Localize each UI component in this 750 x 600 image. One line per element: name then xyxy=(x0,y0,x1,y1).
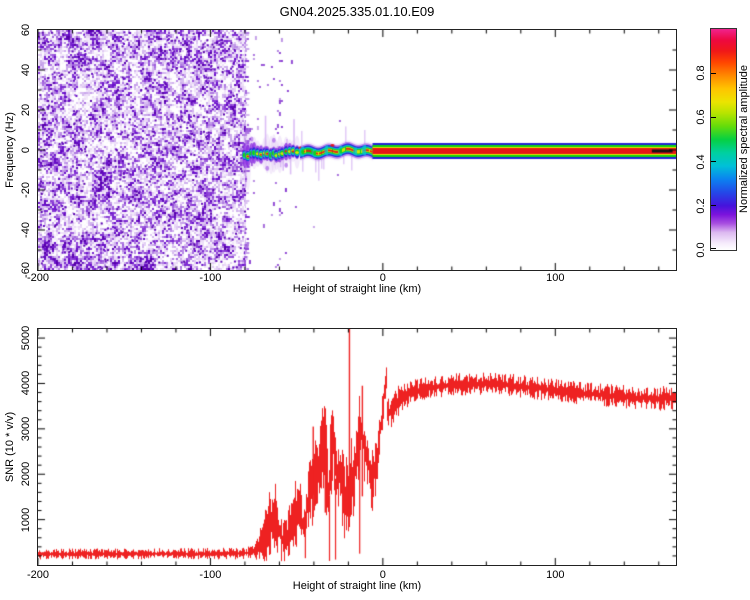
bottom-y-tick-label: 1000 xyxy=(20,507,32,532)
colorbar-tick-label: 0.6 xyxy=(695,109,707,126)
bottom-x-tick-label: -200 xyxy=(26,569,50,581)
top-y-tick-label: 60 xyxy=(20,23,32,37)
top-x-tick-label: -100 xyxy=(199,272,222,284)
bottom-y-tick-label: 5000 xyxy=(20,325,32,351)
bottom-x-tick-label: 100 xyxy=(546,569,565,581)
snr-canvas xyxy=(38,329,676,565)
bottom-x-axis-label: Height of straight line (km) xyxy=(292,580,422,592)
spectrogram-canvas xyxy=(38,30,676,270)
top-y-tick-label: 0 xyxy=(20,146,32,154)
snr-panel xyxy=(37,328,677,566)
colorbar-tick xyxy=(711,248,716,249)
top-y-tick-label: 20 xyxy=(20,103,32,117)
top-y-axis-label: Frequency (Hz) xyxy=(4,112,16,188)
top-y-tick-label: -40 xyxy=(20,222,32,238)
spectrogram-panel xyxy=(37,29,677,271)
colorbar-tick xyxy=(711,116,716,118)
top-y-tick-label: -20 xyxy=(20,182,32,198)
bottom-y-tick-label: 3000 xyxy=(20,416,32,442)
colorbar-tick xyxy=(711,72,716,74)
colorbar-label: Normalized spectral amplitude xyxy=(738,65,750,213)
bottom-x-tick-label: 0 xyxy=(379,569,386,581)
bottom-x-tick-label: -100 xyxy=(199,569,222,581)
figure-title: GN04.2025.335.01.10.E09 xyxy=(279,4,435,19)
colorbar-tick-label: 0.8 xyxy=(695,65,707,81)
top-x-axis-label: Height of straight line (km) xyxy=(292,283,422,295)
top-x-tick-label: 0 xyxy=(379,272,386,284)
top-y-tick-label: 40 xyxy=(20,63,32,77)
bottom-y-tick-label: 4000 xyxy=(20,371,32,396)
top-y-tick-label: -60 xyxy=(20,262,32,278)
bottom-y-axis-label: SNR (10 * v/v) xyxy=(4,411,16,483)
colorbar-tick-label: 0.2 xyxy=(695,198,707,214)
top-x-tick-label: -200 xyxy=(26,272,50,284)
top-x-tick-label: 100 xyxy=(546,272,565,284)
bottom-y-tick-label: 2000 xyxy=(20,461,32,487)
colorbar xyxy=(710,28,737,251)
colorbar-tick xyxy=(711,205,716,207)
colorbar-tick-label: 0.4 xyxy=(695,153,707,170)
colorbar-tick-label: 0.0 xyxy=(695,242,707,258)
colorbar-tick xyxy=(711,161,716,163)
